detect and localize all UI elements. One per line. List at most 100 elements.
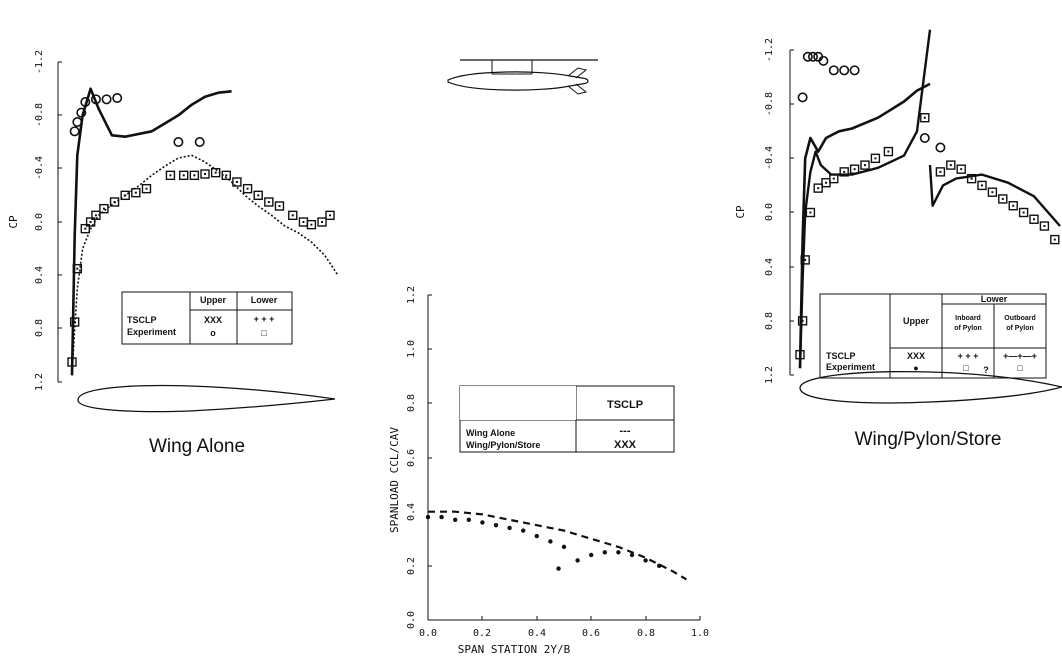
spanload-xtick-label: 0.6 [582, 628, 600, 639]
spanload-legend-row-wing-alone: Wing Alone [466, 428, 515, 438]
wing-pylon-store-spanload-point [575, 558, 580, 563]
wing-pylon-store-spanload-point [453, 517, 458, 522]
experiment-upper-marker [69, 126, 80, 137]
spanload-xtick-label: 0.4 [528, 628, 546, 639]
experiment-lower-marker-center [204, 173, 206, 175]
spanload-ticks [427, 294, 701, 621]
wps-airfoil-section [799, 371, 1062, 404]
experiment-lower-outboard-marker [998, 194, 1008, 204]
experiment-lower-marker-center [321, 221, 324, 223]
legend-exp-lower-symbol: □ [261, 328, 267, 338]
wps-legend-inboard-1: Inboard [955, 315, 981, 322]
wps-caption: Wing/Pylon/Store [855, 429, 1002, 450]
wing-pylon-store-spanload-point [480, 520, 485, 525]
spanload-ytick-label: 1.0 [406, 340, 417, 358]
experiment-lower-outboard-marker-center [1033, 218, 1035, 221]
wps-ytick-label: 0.8 [764, 312, 775, 330]
experiment-lower-inboard-marker-center [853, 168, 856, 171]
experiment-upper-marker [72, 117, 83, 128]
wps-legend-inboard-2: of Pylon [954, 325, 982, 332]
wing-alone-caption: Wing Alone [149, 436, 245, 457]
experiment-lower-marker [141, 183, 152, 194]
store-sketch [447, 59, 598, 95]
experiment-lower-marker [200, 169, 210, 179]
experiment-lower-outboard-marker [1029, 214, 1039, 224]
legend-header-upper: Upper [200, 295, 227, 305]
experiment-lower-inboard-marker [797, 316, 808, 326]
wing-pylon-store-spanload-point [439, 514, 444, 520]
legend-row-experiment: Experiment [127, 327, 176, 337]
experiment-lower-inboard-marker-center [809, 211, 812, 214]
experiment-lower-marker-center [113, 201, 116, 203]
experiment-lower-outboard-marker-center [991, 191, 994, 194]
experiment-upper-marker [76, 107, 87, 118]
experiment-lower-marker-center [329, 214, 332, 217]
experiment-lower-outboard-marker [977, 180, 987, 191]
experiment-lower-marker-center [225, 174, 228, 177]
wing-alone-ytick-label: -0.8 [34, 103, 45, 127]
wing-pylon-store-spanload-point [657, 563, 662, 569]
spanload-ytick-label: 1.2 [406, 286, 417, 304]
spanload-xtick-label: 1.0 [691, 628, 709, 639]
experiment-lower-outboard-marker [966, 173, 977, 184]
spanload-panel: 0.0 0.2 0.4 0.6 0.8 1.0 1.2 0.0 0.2 0.4 … [388, 286, 709, 656]
experiment-upper-marker [849, 65, 860, 76]
spanload-ytick-label: 0.4 [406, 503, 417, 521]
experiment-lower-marker-center [84, 227, 87, 230]
tsclp-lower-line [71, 154, 339, 376]
wps-legend-exp-upper: ● [913, 363, 918, 373]
tsclp-upper-line [70, 87, 232, 376]
experiment-lower-marker-center [302, 221, 305, 223]
experiment-upper-marker [173, 137, 184, 148]
experiment-lower-marker [288, 210, 298, 221]
experiment-lower-inboard-marker-center [801, 319, 804, 322]
experiment-lower-marker [317, 217, 327, 227]
experiment-lower-marker [264, 197, 274, 207]
legend-exp-upper-symbol: o [210, 328, 216, 338]
spanload-x-axis-label: SPAN STATION 2Y/B [458, 643, 571, 656]
experiment-lower-marker [85, 217, 96, 227]
experiment-lower-marker [109, 197, 120, 207]
experiment-lower-marker [221, 170, 231, 181]
experiment-lower-outboard-marker [1008, 201, 1018, 211]
experiment-lower-marker-center [145, 187, 148, 190]
experiment-lower-outboard-marker-center [1001, 197, 1004, 200]
experiment-lower-marker-center [193, 174, 196, 177]
experiment-lower-marker-center [257, 194, 260, 197]
experiment-lower-inboard-marker-center [923, 116, 926, 119]
experiment-lower-inboard-marker-center [804, 258, 807, 261]
wps-legend-outboard-1: Outboard [1004, 315, 1036, 322]
wps-legend-row-experiment: Experiment [826, 362, 875, 372]
wps-legend-outboard-2: of Pylon [1006, 325, 1034, 332]
experiment-lower-marker [131, 187, 141, 198]
wps-legend-exp-outboard: □ [1017, 363, 1023, 373]
experiment-lower-marker-center [76, 267, 79, 270]
wps-ytick-label: -1.2 [764, 38, 775, 62]
wing-alone-spanload-line [428, 510, 687, 581]
experiment-upper-marker [828, 65, 839, 76]
wing-pylon-store-spanload-point [548, 539, 553, 544]
spanload-y-axis-label: SPANLOAD CCL/CAV [388, 427, 401, 533]
experiment-lower-marker-center [169, 174, 172, 177]
experiment-lower-marker [91, 210, 101, 221]
wing-alone-airfoil-section [77, 384, 336, 413]
experiment-lower-inboard-marker [795, 349, 805, 360]
tsclp-lower-inboard-line [798, 29, 932, 369]
wps-legend-tsclp-upper: XXX [907, 351, 925, 361]
experiment-lower-inboard-marker-center [874, 157, 877, 160]
experiment-lower-marker [274, 201, 285, 211]
wps-legend-row-tsclp: TSCLP [826, 351, 856, 361]
wing-pylon-store-panel: -1.2 -0.8 -0.4 0.0 0.4 0.8 1.2 CP Upper … [734, 29, 1062, 450]
wing-alone-ytick-label: -0.4 [34, 156, 45, 180]
spanload-ytick-label: 0.6 [406, 449, 417, 467]
wing-pylon-store-spanload-point [425, 514, 431, 520]
spanload-legend-row-wing-pylon-store: Wing/Pylon/Store [466, 440, 540, 450]
experiment-lower-marker-center [134, 191, 137, 194]
experiment-lower-outboard-marker-center [960, 168, 963, 171]
experiment-lower-marker-center [235, 181, 238, 183]
spanload-ytick-label: 0.8 [406, 394, 417, 412]
wing-alone-ytick-label: 1.2 [34, 373, 45, 391]
experiment-lower-inboard-marker [813, 183, 823, 193]
experiment-lower-marker-center [291, 214, 294, 217]
experiment-lower-inboard-marker [883, 146, 894, 157]
